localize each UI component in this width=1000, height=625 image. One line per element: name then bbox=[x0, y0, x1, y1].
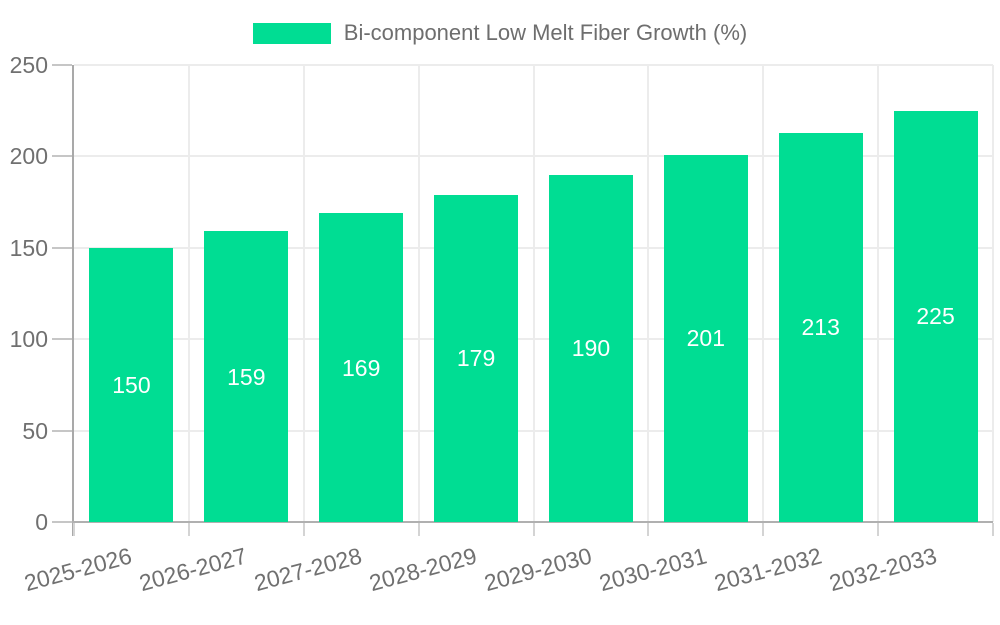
bar-value-label: 169 bbox=[342, 354, 381, 381]
gridline-vertical bbox=[762, 65, 765, 522]
y-tick bbox=[52, 64, 72, 66]
gridline-vertical bbox=[302, 65, 305, 522]
x-tick bbox=[417, 523, 420, 536]
y-tick-label: 150 bbox=[9, 234, 48, 261]
legend-label: Bi-component Low Melt Fiber Growth (%) bbox=[343, 20, 748, 45]
y-tick-label: 0 bbox=[35, 509, 48, 535]
bar-value-label: 213 bbox=[801, 314, 840, 341]
y-tick-label: 250 bbox=[9, 52, 48, 78]
x-tick bbox=[532, 523, 535, 536]
gridline-vertical bbox=[647, 65, 650, 522]
bar bbox=[663, 154, 748, 522]
y-tick bbox=[52, 155, 72, 158]
gridline-vertical bbox=[187, 65, 190, 522]
plot-area: 0 50 100 150 200 250 150 2025-2026 159 2026-2027 1… bbox=[9, 52, 994, 596]
bar bbox=[434, 194, 519, 522]
chart-legend: Bi-component Low Melt Fiber Growth (%) bbox=[0, 20, 1000, 46]
y-tick-label: 50 bbox=[22, 417, 48, 444]
y-tick-label: 200 bbox=[9, 143, 48, 170]
y-tick bbox=[52, 338, 72, 341]
y-tick bbox=[52, 246, 72, 249]
x-tick bbox=[992, 523, 994, 536]
bar-chart: Bi-component Low Melt Fiber Growth (%) 0… bbox=[0, 20, 1000, 596]
legend-swatch bbox=[252, 22, 331, 44]
bar bbox=[548, 174, 633, 522]
x-tick bbox=[302, 523, 305, 536]
x-tick bbox=[762, 523, 765, 536]
bar-value-label: 159 bbox=[227, 363, 266, 390]
y-tick bbox=[52, 521, 72, 523]
y-tick-label: 100 bbox=[9, 326, 48, 353]
gridline-vertical bbox=[417, 65, 420, 522]
bar-value-label: 201 bbox=[686, 325, 725, 352]
gridline-vertical bbox=[877, 65, 880, 522]
bar-value-label: 190 bbox=[571, 335, 611, 362]
y-tick bbox=[52, 429, 72, 432]
bar-value-label: 179 bbox=[456, 345, 496, 372]
x-axis-line bbox=[72, 521, 993, 523]
bar bbox=[778, 132, 863, 522]
x-tick bbox=[877, 523, 880, 536]
bar bbox=[319, 213, 404, 522]
y-axis-line bbox=[72, 65, 74, 536]
bar-value-label: 225 bbox=[916, 303, 955, 330]
bar-value-label: 150 bbox=[112, 371, 151, 398]
bar bbox=[204, 231, 289, 522]
x-tick bbox=[73, 523, 75, 536]
x-tick bbox=[647, 523, 650, 536]
x-tick bbox=[187, 523, 190, 536]
gridline-vertical bbox=[532, 65, 535, 522]
bar bbox=[89, 247, 174, 522]
bar bbox=[893, 110, 978, 522]
gridline-vertical bbox=[992, 65, 994, 522]
